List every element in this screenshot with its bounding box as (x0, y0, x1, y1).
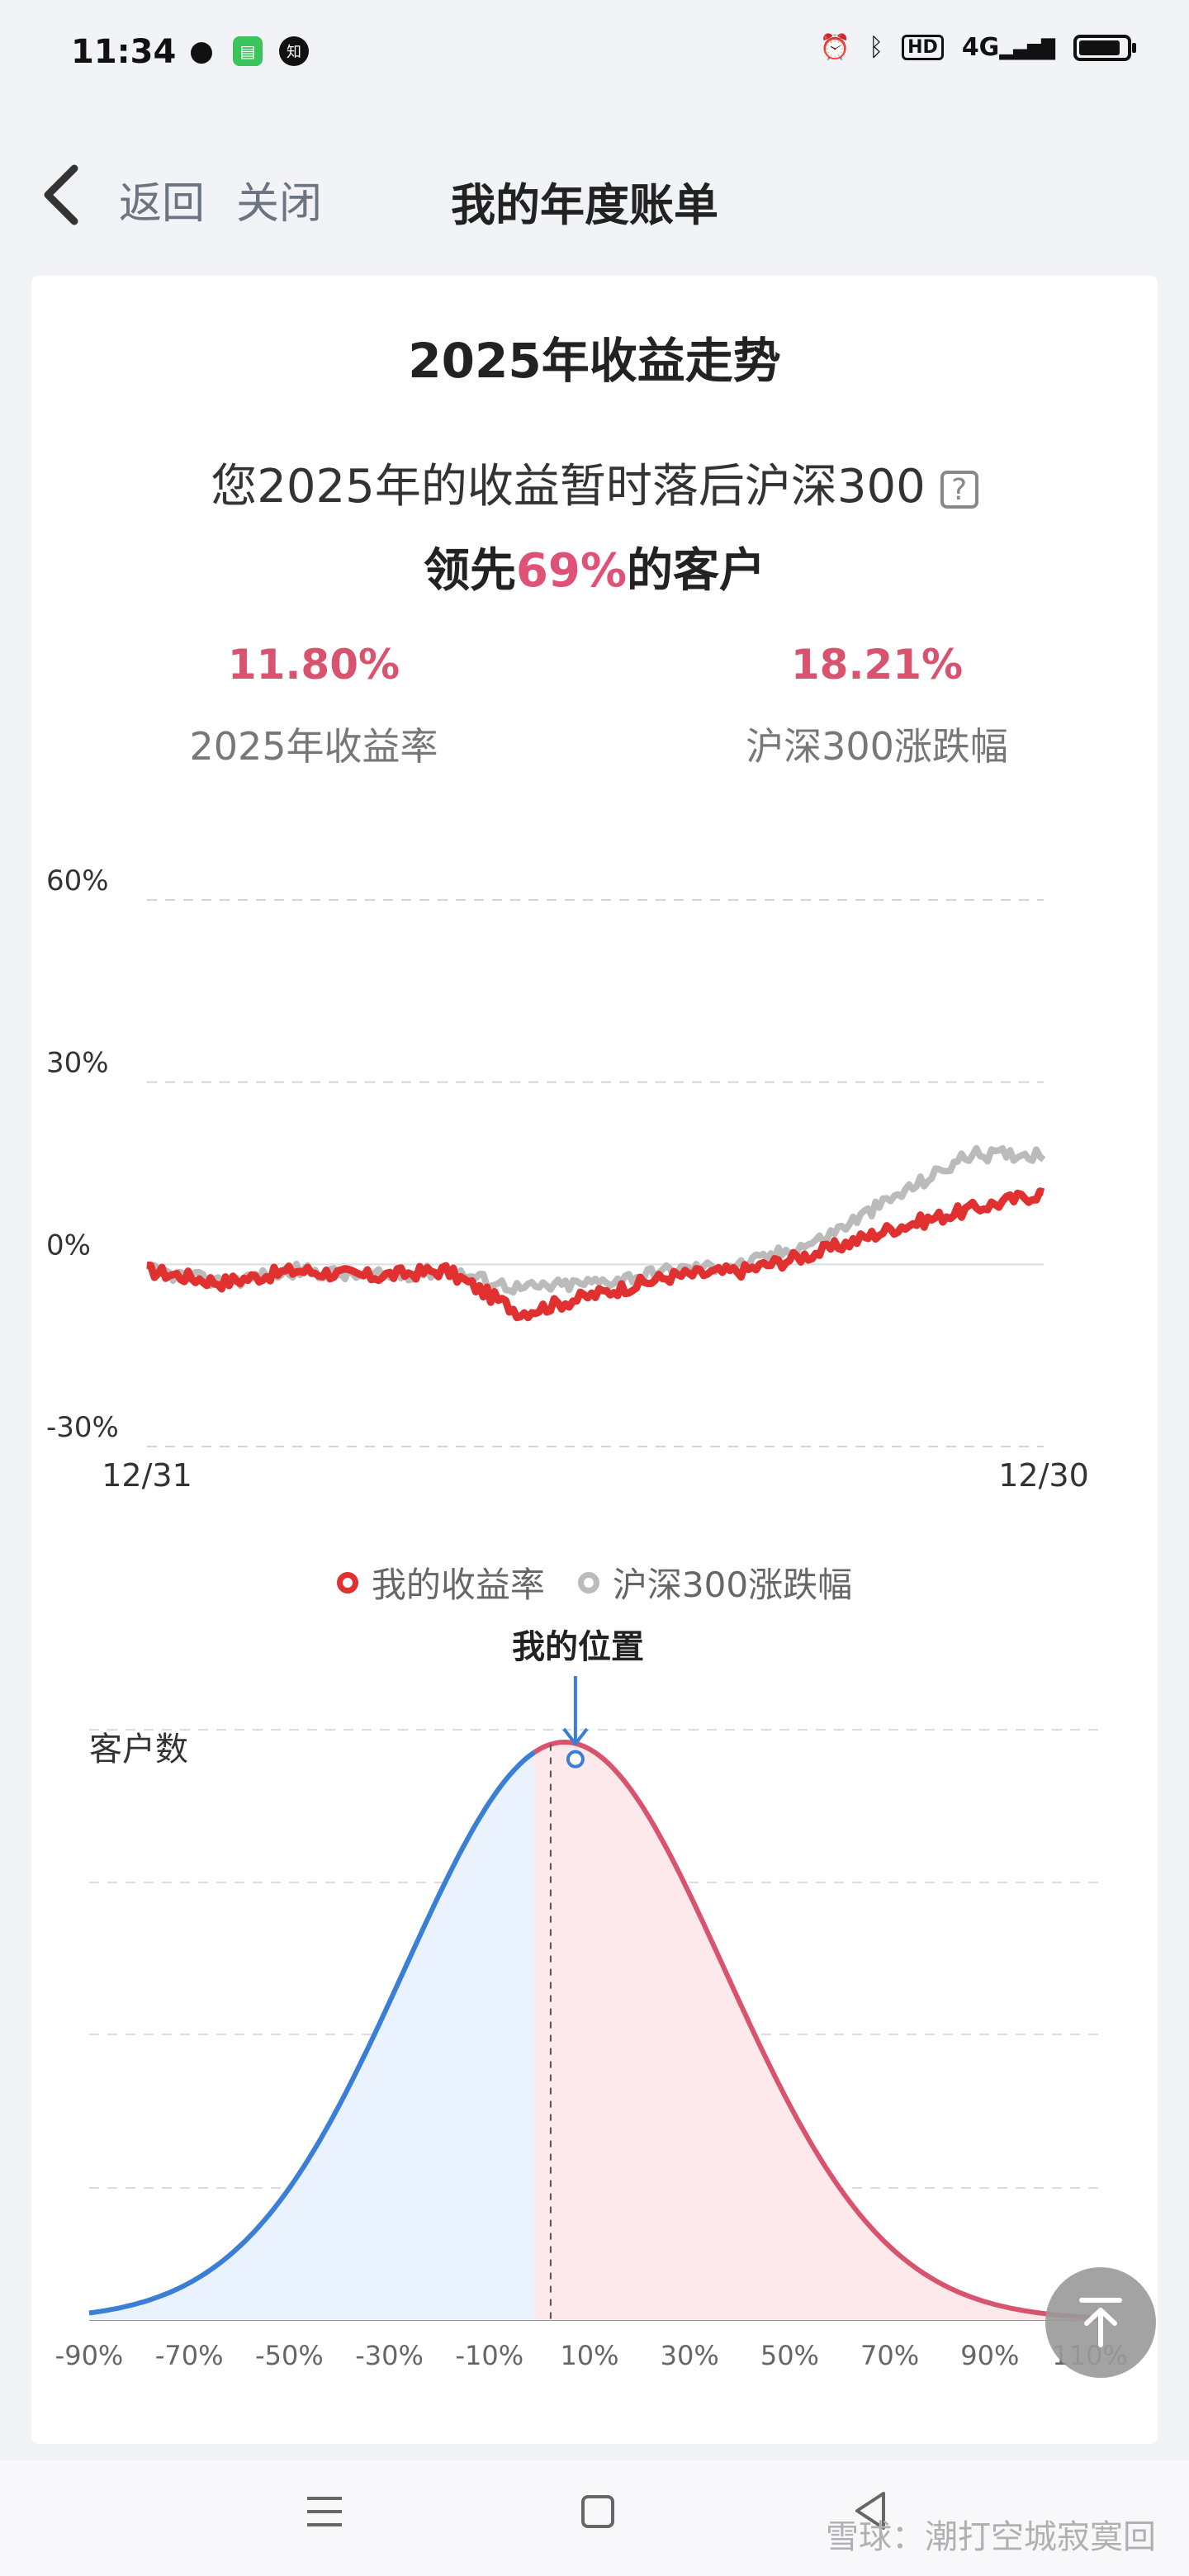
y-tick-label: 30% (46, 1047, 109, 1080)
x-tick-label: 12/30 (998, 1457, 1089, 1494)
percentile-highlight: 69% (515, 544, 628, 598)
distribution-y-label: 客户数 (89, 1731, 188, 1769)
x-tick-label: -90% (55, 2340, 124, 2371)
index-return-value: 18.21% (790, 641, 964, 689)
arrow-down-icon-head (562, 1727, 589, 1745)
legend-my-return: 我的收益率 (336, 1557, 545, 1608)
x-tick-label: 90% (960, 2340, 1019, 2371)
status-bar: 11:34 ● ▤ 知 ⏰ ᛒ HD 4G▂▄▆█ (0, 0, 1189, 107)
hd-icon: HD (902, 35, 944, 60)
my-position-label: 我的位置 (512, 1628, 644, 1666)
summary-line-2: 领先69%的客户 (0, 533, 1189, 600)
arrow-up-icon (1079, 2298, 1122, 2347)
back-button[interactable]: 返回 (119, 179, 206, 229)
signal-icon: 4G▂▄▆█ (961, 33, 1055, 62)
summary-text: 您2025年的收益暂时落后沪深300 (211, 460, 926, 514)
back-triangle-icon[interactable] (854, 2490, 887, 2531)
home-icon[interactable] (581, 2495, 614, 2528)
zhihu-icon: 知 (279, 36, 309, 66)
y-tick-label: 60% (46, 864, 109, 897)
chart-section-title: 2025年收益走势 (408, 333, 781, 389)
menu-icon[interactable] (306, 2493, 343, 2530)
distribution-curve-right (533, 1739, 1091, 2320)
network-type: 4G (961, 33, 1000, 62)
bluetooth-icon: ᛒ (869, 33, 884, 62)
wechat-icon: ● (189, 35, 214, 68)
x-tick-label: 12/31 (102, 1457, 192, 1494)
summary2-prefix: 领先 (423, 544, 516, 598)
question-icon[interactable]: ? (940, 470, 978, 509)
my-return-value: 11.80% (227, 641, 400, 689)
messages-icon: ▤ (233, 36, 263, 66)
summary-line-1: 您2025年的收益暂时落后沪深300? (0, 449, 1189, 516)
x-tick-label: -30% (355, 2340, 424, 2371)
summary2-suffix: 的客户 (627, 544, 766, 598)
page-title: 我的年度账单 (451, 179, 718, 231)
right-area-fill (534, 1742, 1090, 2320)
left-area-fill (89, 1752, 535, 2320)
x-tick-label: 10% (560, 2340, 618, 2371)
legend-index-label: 沪深300涨跌幅 (612, 1565, 853, 1605)
scroll-to-top-button[interactable] (1045, 2267, 1156, 2378)
x-tick-label: 70% (860, 2340, 919, 2371)
customer-distribution-chart: -90%-70%-50%-30%-10%10%30%50%70%90%110% (55, 1676, 1128, 2371)
distribution-curve-left (88, 1750, 537, 2316)
x-tick-label: 30% (661, 2340, 719, 2371)
legend-index: 沪深300涨跌幅 (577, 1557, 853, 1608)
close-button[interactable]: 关闭 (236, 179, 323, 229)
x-tick-label: 50% (760, 2340, 819, 2371)
y-tick-label: -30% (46, 1411, 119, 1444)
chevron-left-icon[interactable] (38, 162, 88, 228)
index-return-label: 沪深300涨跌幅 (746, 724, 1008, 769)
status-app-icons: ● ▤ 知 (187, 35, 309, 68)
my-position-marker (566, 1750, 585, 1769)
my-return-label: 2025年收益率 (189, 724, 438, 769)
battery-icon (1073, 34, 1136, 61)
chart-legend: 我的收益率 沪深300涨跌幅 (0, 1557, 1189, 1608)
x-tick-label: -10% (455, 2340, 523, 2371)
series-line-my-return (146, 1187, 1045, 1322)
alarm-icon: ⏰ (819, 33, 851, 62)
y-tick-label: 0% (46, 1229, 91, 1262)
x-tick-label: -70% (155, 2340, 224, 2371)
legend-index-marker (577, 1571, 599, 1593)
return-trend-chart: 60% 30% 0% -30% 12/31 12/30 (46, 864, 1089, 1494)
system-navigation-bar (0, 2460, 1189, 2576)
series-line-index (145, 1144, 1046, 1296)
battery-level (1079, 40, 1120, 55)
legend-my-return-marker (336, 1571, 358, 1593)
watermark: 雪球：潮打空城寂寞回 (826, 2518, 1156, 2556)
status-indicators: ⏰ ᛒ HD 4G▂▄▆█ (819, 33, 1136, 62)
x-tick-label: -50% (255, 2340, 324, 2371)
status-time: 11:34 (71, 33, 177, 71)
legend-my-return-label: 我的收益率 (371, 1565, 545, 1605)
